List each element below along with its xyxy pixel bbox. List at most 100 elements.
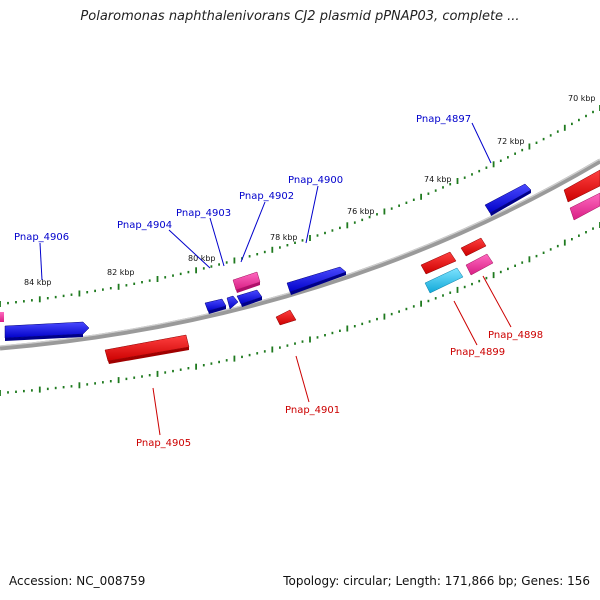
tick-mark [507,267,509,271]
tick-mark [0,390,1,396]
tick-mark [324,231,326,235]
tick-mark [398,204,400,207]
tick-mark [412,198,415,201]
reverse-gene-labels: Pnap_4898 Pnap_4899 Pnap_4901 Pnap_4905 [136,330,543,449]
gene-pnap-4905[interactable] [104,334,190,364]
tick-mark [294,241,296,244]
tick-mark [263,250,266,254]
tick-mark [485,276,488,280]
tick-mark [556,244,559,248]
gene-pink-far-right[interactable] [569,192,600,221]
tick-mark [324,334,326,337]
tick-mark [563,124,566,131]
tick-mark [125,284,128,287]
tick-mark [390,207,393,210]
tick-mark [233,355,236,362]
tick-mark [346,222,349,229]
tick-mark [210,362,213,365]
tick-mark [156,370,159,377]
gene-pnap-4901[interactable] [275,309,297,326]
gene-pnap-4899-red[interactable] [420,251,457,275]
gene-label[interactable]: Pnap_4900 [288,175,343,186]
tick-mark [54,386,57,390]
gene-label[interactable]: Pnap_4897 [416,114,471,125]
gene-label[interactable]: Pnap_4901 [285,405,340,416]
gene-label[interactable]: Pnap_4906 [14,232,69,243]
tick-mark [353,325,356,328]
kbp-tick-labels: 70 kbp 72 kbp 74 kbp 76 kbp 78 kbp 80 kb… [24,94,596,287]
tick-mark [94,289,96,293]
plasmid-backbone-highlight [0,158,600,347]
gene-pnap-4903[interactable] [226,295,239,310]
tick-mark [210,265,213,268]
gene-pnap-4906[interactable] [4,321,90,341]
tick-mark [405,307,408,311]
gene-red-far-right[interactable] [563,169,600,203]
tick-mark [309,235,311,241]
tick-mark [271,346,274,353]
gene-pnap-4899[interactable] [424,267,464,294]
tick-mark [279,246,281,249]
tick-mark [301,340,304,343]
tick-mark [102,381,104,384]
tick-mark [353,221,356,224]
topology-value: circular [343,574,388,588]
tick-mark [23,389,25,393]
gene-pink-upper[interactable] [232,271,261,293]
tick-mark [549,248,552,251]
tick-mark [86,383,89,386]
tick-mark [248,255,251,258]
tick-mark [70,385,73,388]
genes-value: 156 [567,574,590,588]
tick-mark [286,344,289,347]
gene-label[interactable]: Pnap_4898 [488,330,543,341]
tick-mark [585,231,587,234]
kbp-tick-label: 84 kbp [24,278,52,287]
gene-label[interactable]: Pnap_4899 [450,347,505,358]
kbp-tick-label: 78 kbp [270,233,298,242]
gene-pnap-4898-red[interactable] [460,237,487,257]
tick-mark [456,286,459,293]
tick-mark [294,342,296,345]
label-leaders [39,122,512,436]
tick-mark [7,301,9,305]
tick-mark [195,267,197,274]
gene-pnap-4897[interactable] [484,183,532,216]
gene-pnap-4898[interactable] [465,253,494,276]
tick-mark [54,295,57,299]
tick-mark [301,239,304,242]
tick-mark [368,320,371,323]
inner-tick-ring [0,222,600,396]
tick-mark [233,257,236,264]
gene-label[interactable]: Pnap_4905 [136,438,191,449]
tick-mark [46,297,49,300]
tick-mark [46,387,49,391]
tick-mark [376,213,378,216]
tick-mark [339,226,341,230]
tick-mark [286,244,289,247]
tick-mark [31,389,33,392]
gene-label[interactable]: Pnap_4904 [117,220,172,231]
tick-mark [7,391,9,394]
gene-pnap-4904[interactable] [204,298,227,314]
gene-label[interactable]: Pnap_4903 [176,208,231,219]
kbp-tick-label: 80 kbp [188,254,216,263]
kbp-tick-label: 74 kbp [424,175,452,184]
gene-pnap-4900[interactable] [286,266,347,295]
tick-mark [248,353,251,357]
tick-mark [179,368,182,371]
map-title: Polaromonas naphthalenivorans CJ2 plasmi… [80,9,520,24]
forward-gene-labels: Pnap_4897 Pnap_4900 Pnap_4902 Pnap_4903 … [14,114,471,243]
gene-pnap-4902-forward[interactable] [236,289,263,307]
gene-label[interactable]: Pnap_4902 [239,191,294,202]
gene-pink-left-edge[interactable] [0,312,4,322]
tick-mark [361,218,364,222]
tick-mark [521,148,524,152]
tick-mark [514,152,516,155]
tick-mark [187,367,190,370]
tick-mark [133,282,136,285]
tick-mark [492,161,495,168]
tick-mark [478,169,481,173]
